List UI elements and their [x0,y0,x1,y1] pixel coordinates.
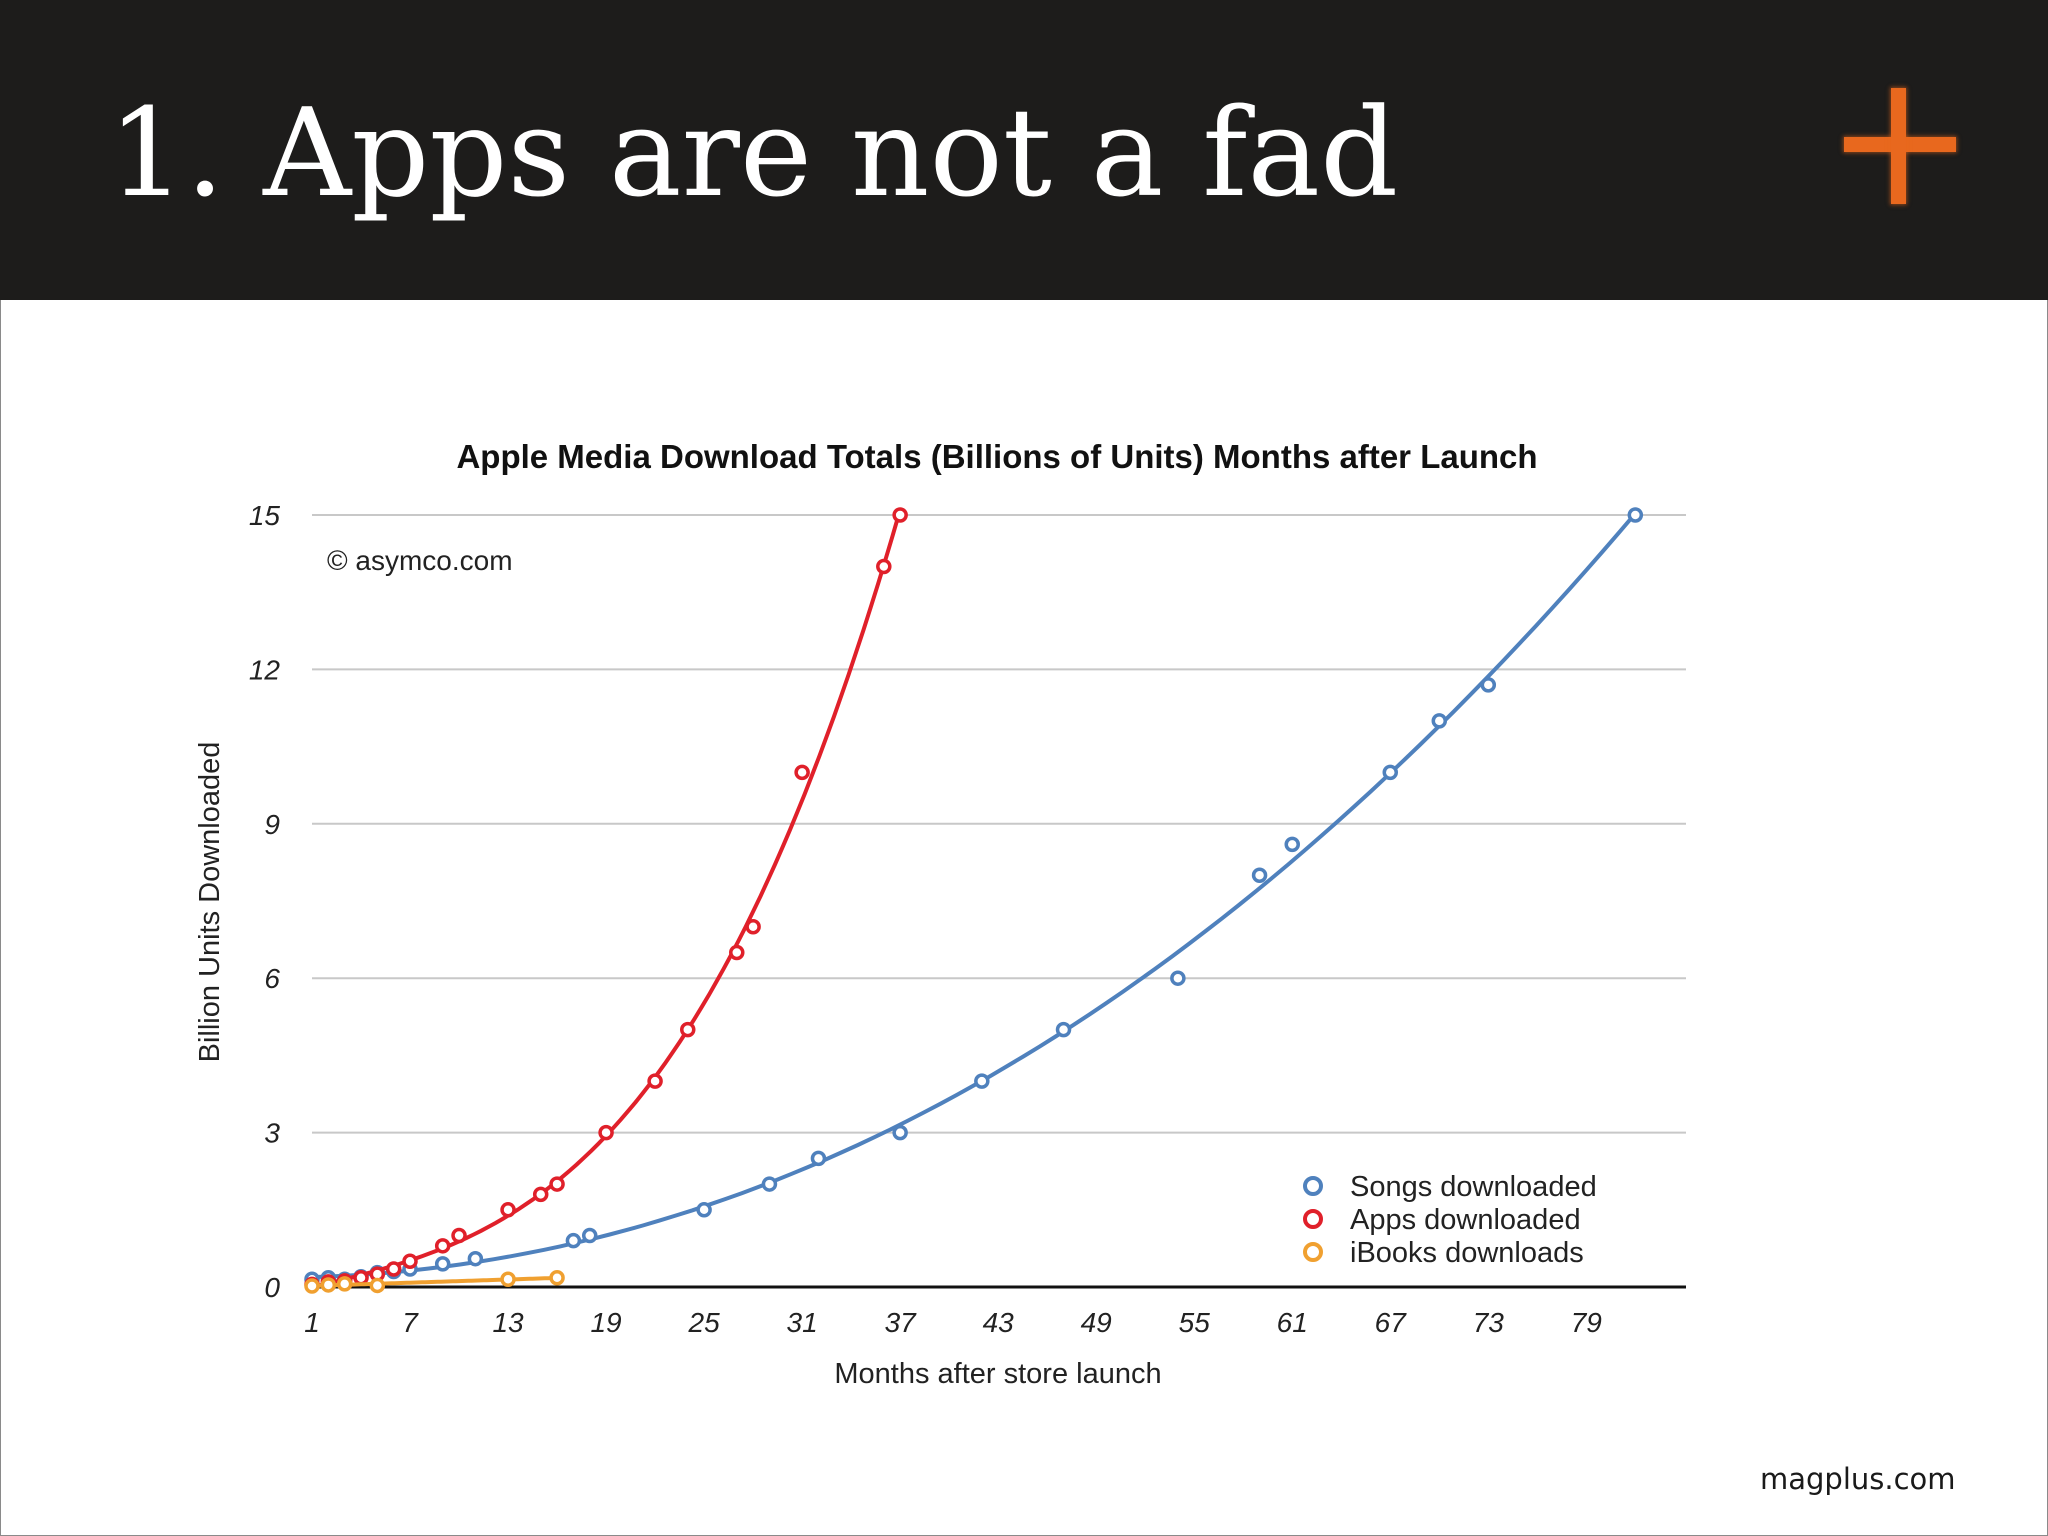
series-3-point-6 [549,1269,565,1286]
series-1-point-18 [1170,970,1186,986]
series-3-point-5 [500,1271,516,1288]
series-2-point-15 [680,1021,696,1038]
y-tick-label-6: 6 [264,963,280,994]
axes: 0 3 6 9 12 15 1 7 13 19 25 31 37 43 49 55 61 67 73 79 [249,500,1686,1338]
series-2-point-11 [532,1186,549,1203]
series-3-point-1 [304,1278,320,1294]
y-tick-label-3: 3 [264,1118,280,1149]
y-tick-label-0: 0 [264,1272,280,1303]
copyright-annotation: © asymco.com [327,545,513,576]
data-series [304,507,1644,1294]
series-3 [304,1269,565,1294]
y-tick-label-15: 15 [249,500,281,531]
series-3-point-3 [336,1276,353,1292]
series-2 [304,507,908,1293]
x-tick-label-61: 61 [1277,1307,1308,1338]
legend-label-3: iBooks downloads [1350,1237,1584,1269]
series-1-trendline [310,511,1638,1280]
series-2-point-14 [647,1073,663,1089]
grid-lines [312,514,1686,1134]
series-1-point-15 [892,1124,908,1141]
legend-label-1: Songs downloaded [1350,1171,1597,1203]
x-tick-label-79: 79 [1571,1307,1602,1338]
series-1-point-11 [581,1227,598,1244]
series-1-point-22 [1431,713,1448,729]
y-tick-label-9: 9 [264,809,280,840]
x-tick-label-19: 19 [590,1307,621,1338]
series-1-point-17 [1055,1021,1072,1038]
series-2-point-13 [598,1124,614,1141]
series-2-point-16 [729,944,745,961]
legend-marker-2 [1303,1209,1323,1229]
series-3-trendline [310,1275,560,1288]
series-1-point-20 [1284,836,1300,853]
series-1 [304,507,1644,1288]
chart-title: Apple Media Download Totals (Billions of… [456,438,1537,475]
x-tick-label-55: 55 [1179,1307,1211,1338]
series-2-point-8 [434,1238,451,1254]
plus-icon [1838,84,1962,208]
legend-marker-3 [1303,1242,1323,1262]
x-tick-label-25: 25 [688,1307,721,1338]
x-tick-label-67: 67 [1375,1307,1408,1338]
series-2-point-17 [745,918,761,935]
x-tick-label-73: 73 [1473,1307,1505,1338]
series-2-point-18 [794,764,810,781]
x-tick-label-37: 37 [885,1307,918,1338]
x-axis-label: Months after store launch [834,1358,1161,1390]
series-1-point-21 [1382,764,1399,781]
x-tick-label-43: 43 [983,1307,1015,1338]
slide-title: 1. Apps are not a fad [108,82,1399,224]
series-2-point-10 [500,1202,516,1218]
series-1-point-8 [434,1256,451,1272]
series-3-point-4 [369,1277,386,1294]
series-1-point-24 [1627,507,1644,523]
x-tick-label-49: 49 [1081,1307,1112,1338]
series-1-point-9 [467,1250,484,1267]
series-2-point-9 [451,1227,467,1244]
series-2-point-20 [892,507,908,523]
series-1-point-14 [810,1150,827,1167]
series-2-point-4 [353,1269,369,1286]
legend-label-2: Apps downloaded [1350,1204,1581,1236]
series-2-trendline [310,507,903,1289]
series-1-point-16 [974,1073,990,1089]
series-1-point-13 [761,1176,778,1192]
x-tick-label-13: 13 [492,1307,524,1338]
x-tick-label-31: 31 [787,1307,818,1338]
series-2-point-12 [549,1176,565,1192]
plus-icon-vertical-bar [1891,88,1906,204]
series-2-point-7 [402,1253,418,1270]
legend-marker-1 [1303,1176,1323,1196]
footer-source: magplus.com [1760,1462,1956,1496]
y-axis-label: Billion Units Downloaded [194,742,226,1063]
series-2-point-6 [385,1261,402,1277]
series-1-point-10 [565,1232,582,1249]
series-2-point-19 [876,558,892,575]
download-totals-chart: 0 3 6 9 12 15 1 7 13 19 25 31 37 43 49 55 61 67 73 79 Apple… [194,438,1686,1390]
y-tick-label-12: 12 [249,654,281,685]
series-3-point-2 [320,1277,337,1293]
x-tick-label-1: 1 [304,1307,320,1338]
series-1-point-23 [1480,677,1497,693]
x-tick-label-7: 7 [402,1307,419,1338]
slide-header: 1. Apps are not a fad [0,0,2048,300]
series-1-point-19 [1251,867,1268,884]
series-1-point-12 [696,1202,712,1218]
